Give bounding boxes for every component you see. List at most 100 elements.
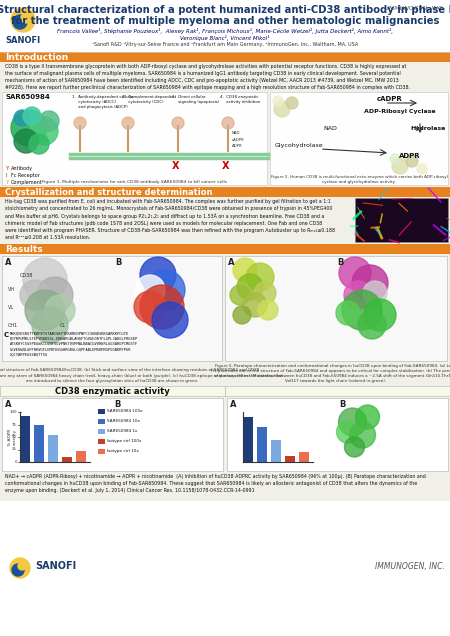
Text: ADPR: ADPR (399, 153, 421, 159)
Text: B: B (339, 400, 346, 409)
Circle shape (23, 107, 41, 125)
Circle shape (337, 421, 359, 443)
Circle shape (363, 281, 387, 305)
Text: Y: Y (5, 166, 8, 171)
Circle shape (356, 405, 379, 429)
Circle shape (342, 290, 382, 330)
Text: VH: VH (8, 287, 15, 292)
Text: SAR650984: SAR650984 (5, 94, 50, 100)
Bar (62, 457, 72, 462)
Bar (257, 427, 267, 462)
Bar (225, 256, 447, 361)
Text: 50: 50 (12, 435, 17, 439)
Bar (34, 424, 44, 462)
Text: Results: Results (5, 245, 43, 254)
Circle shape (233, 306, 251, 324)
Circle shape (134, 291, 166, 323)
Text: B: B (337, 258, 343, 267)
Circle shape (258, 300, 278, 320)
Circle shape (11, 110, 47, 146)
Text: B: B (115, 258, 122, 267)
Circle shape (18, 562, 26, 570)
Text: SAR650984 100x: SAR650984 100x (107, 409, 143, 413)
Circle shape (14, 110, 30, 126)
Text: SAR650984 1x: SAR650984 1x (107, 429, 137, 433)
Text: 25: 25 (12, 448, 17, 452)
Text: CH1: CH1 (8, 323, 18, 328)
Circle shape (222, 117, 234, 129)
Bar (98, 409, 105, 414)
Circle shape (254, 282, 276, 304)
Text: X: X (172, 161, 180, 171)
Circle shape (237, 274, 263, 300)
Circle shape (350, 422, 375, 448)
Text: 0: 0 (14, 460, 17, 464)
Circle shape (25, 290, 65, 330)
Text: I: I (5, 173, 7, 178)
Circle shape (145, 270, 185, 310)
Circle shape (10, 558, 30, 578)
Text: Fc Receptor: Fc Receptor (11, 173, 40, 178)
Text: A: A (230, 400, 237, 409)
Bar (0, 473, 450, 501)
Bar (98, 439, 105, 444)
Circle shape (12, 564, 24, 576)
Text: A: A (5, 400, 12, 409)
Text: ¹Sanofi R&D ¹Vitry-sur-Seine France and ²Frankfurt am Main Germany, ²ImmunoGen, : ¹Sanofi R&D ¹Vitry-sur-Seine France and … (92, 42, 358, 47)
Text: CL: CL (60, 323, 66, 328)
Text: Glycohydrolase: Glycohydrolase (275, 143, 324, 148)
Circle shape (122, 117, 134, 129)
Text: C: C (4, 332, 9, 338)
Circle shape (140, 285, 184, 329)
Text: MKKQSDSRGTTKRPETSTARCVKYTEKHREDPNPCCSKNDSRKSARKKPCGTE
EDYRPUMRLSTEFYRDDSSL-DNSAR: MKKQSDSRGTTKRPETSTARCVKYTEKHREDPNPCCSKND… (10, 332, 138, 357)
Bar (0, 255, 450, 385)
Bar (0, 0, 450, 52)
Circle shape (233, 258, 257, 282)
Text: % ADPR
activity: % ADPR activity (9, 428, 17, 446)
Text: cADPR: cADPR (377, 96, 403, 102)
Bar (270, 92, 448, 185)
Text: X: X (222, 161, 230, 171)
Bar (225, 386, 450, 396)
Text: 3.  Direct cellular
     signaling (apoptosis): 3. Direct cellular signaling (apoptosis) (172, 95, 219, 104)
Text: Antibody: Antibody (11, 166, 33, 171)
Text: 75: 75 (12, 422, 17, 427)
Bar (2, 398, 223, 471)
Text: A: A (228, 258, 234, 267)
Circle shape (358, 311, 386, 339)
Text: CD38 is a type II transmembrane glycoprotein with both ADP-ribosyl cyclase and g: CD38 is a type II transmembrane glycopro… (5, 64, 410, 90)
Text: Introduction: Introduction (5, 53, 68, 62)
Text: SAR650984 10x: SAR650984 10x (107, 419, 140, 423)
Bar (0, 501, 450, 636)
Circle shape (14, 129, 38, 153)
Bar (285, 456, 295, 462)
Circle shape (21, 13, 31, 23)
Circle shape (339, 257, 371, 289)
Bar (98, 449, 105, 454)
Circle shape (336, 301, 360, 325)
Circle shape (338, 408, 366, 436)
Circle shape (364, 299, 396, 331)
Text: Francois Vallee¹, Stéphanie Pouzieux¹,  Alexey Rak¹, François Michoux¹, Marie-Cé: Francois Vallee¹, Stéphanie Pouzieux¹, A… (57, 28, 393, 34)
Circle shape (13, 15, 27, 29)
Circle shape (344, 281, 372, 309)
Text: Structural characterization of a potent humanized anti-CD38 antibody in phase I: Structural characterization of a potent … (0, 5, 450, 15)
Circle shape (406, 155, 418, 167)
Text: CD38: CD38 (20, 273, 33, 278)
Text: VL: VL (8, 305, 14, 310)
Bar (2, 256, 222, 361)
Bar (98, 419, 105, 424)
Bar (0, 244, 450, 254)
Circle shape (273, 96, 283, 106)
Circle shape (246, 263, 274, 291)
Circle shape (29, 134, 49, 154)
Circle shape (345, 437, 364, 457)
Bar (2, 92, 267, 185)
Bar (98, 429, 105, 434)
Bar (299, 452, 309, 462)
Text: CD38 enzymatic activity: CD38 enzymatic activity (55, 387, 170, 396)
Bar (355, 198, 448, 242)
Text: A: A (5, 258, 12, 267)
Circle shape (74, 117, 86, 129)
Circle shape (417, 164, 427, 174)
